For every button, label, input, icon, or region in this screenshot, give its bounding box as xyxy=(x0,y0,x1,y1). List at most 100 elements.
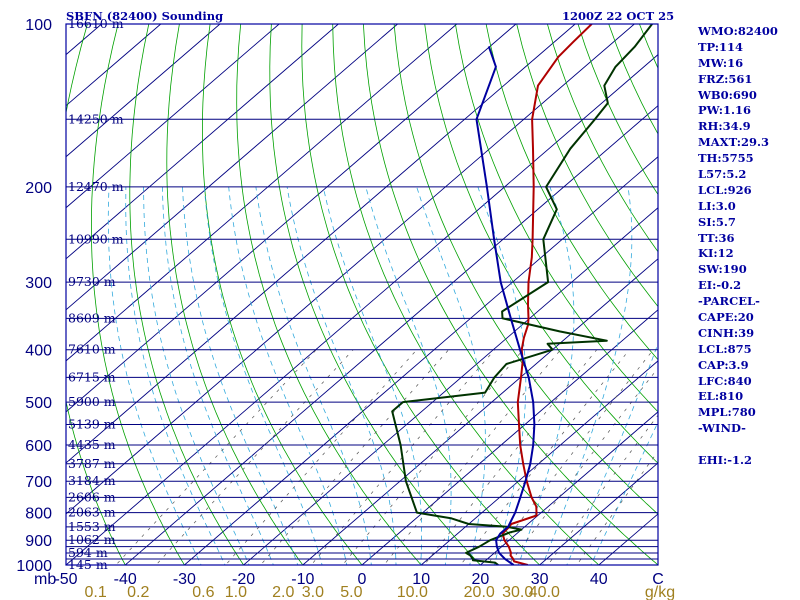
isotherm-line xyxy=(66,24,576,464)
stat-line: FRZ:561 xyxy=(698,71,753,86)
stat-line: TP:114 xyxy=(698,39,744,54)
dry-adiabat xyxy=(166,24,304,565)
temperature-tick-label: -40 xyxy=(114,571,137,588)
stability-indices-panel: WMO:82400 TP:114 MW:16 FRZ:561 WB0:690 PW:1.1… xyxy=(698,24,798,469)
height-label: 3787 m xyxy=(68,456,116,471)
dry-adiabat xyxy=(516,24,658,308)
sounding-time: 1200Z 22 OCT 25 xyxy=(562,9,675,23)
stat-line: WMO:82400 xyxy=(698,24,778,38)
temperature-tick-label: -10 xyxy=(291,571,314,588)
stat-line: TT:36 xyxy=(698,230,735,245)
moist-adiabat xyxy=(162,186,274,565)
dry-adiabat xyxy=(455,24,658,413)
moist-adiabat xyxy=(255,186,372,565)
stat-line: MAXT:29.3 xyxy=(698,135,769,150)
dry-adiabat xyxy=(91,24,185,565)
mixing-ratio-lines xyxy=(115,349,658,565)
stat-line: EL:810 xyxy=(698,389,744,404)
stat-line: WB0:690 xyxy=(698,87,757,102)
pressure-tick-label: 300 xyxy=(25,275,52,292)
stat-line: LCL:875 xyxy=(698,341,752,356)
dry-adiabat xyxy=(547,24,658,253)
height-label: 1553 m xyxy=(68,519,116,534)
stat-line: CAPE:20 xyxy=(698,310,754,325)
moist-adiabat xyxy=(286,186,397,565)
dry-adiabat xyxy=(332,24,600,565)
isotherm-line xyxy=(66,54,658,565)
moist-adiabat xyxy=(590,421,658,565)
isotherm-lines xyxy=(66,24,658,565)
mixing-ratio-tick-label: 0.1 xyxy=(84,584,106,600)
moist-adiabat xyxy=(228,186,348,565)
stat-line: LFC:840 xyxy=(698,373,752,388)
moist-adiabat xyxy=(125,186,226,565)
temperature-tick-label: 30 xyxy=(531,571,549,588)
temperature-tick-label: -30 xyxy=(173,571,196,588)
stat-line: KI:12 xyxy=(698,246,734,261)
dry-adiabat xyxy=(236,24,422,565)
stat-line: L57:5.2 xyxy=(698,167,747,182)
pressure-tick-label: 800 xyxy=(25,506,52,523)
pressure-tick-label: 100 xyxy=(25,17,52,34)
mixing-ratio-tick-label: 0.2 xyxy=(127,584,149,600)
temperature-tick-label: -20 xyxy=(232,571,255,588)
height-label: 6715 m xyxy=(68,369,116,384)
moist-adiabat xyxy=(517,186,575,565)
stat-line: -WIND- xyxy=(698,421,746,436)
temperature-tick-label: 10 xyxy=(412,571,430,588)
moist-adiabat xyxy=(143,186,250,565)
isotherm-line xyxy=(302,258,658,565)
mixing-ratio-tick-label: 3.0 xyxy=(302,584,324,600)
dry-adiabat xyxy=(202,24,363,565)
stat-line: PW:1.16 xyxy=(698,103,752,118)
mixing-ratio-line xyxy=(310,349,495,565)
dry-adiabat-lines xyxy=(66,24,658,565)
dry-adiabat xyxy=(129,24,245,565)
mixing-ratio-tick-label: 1.0 xyxy=(225,584,247,600)
sounding-profiles xyxy=(391,24,653,565)
height-label: 5900 m xyxy=(68,394,116,409)
temperature-tick-label: C xyxy=(652,571,664,588)
moist-adiabat-lines xyxy=(107,186,658,565)
moist-adiabat xyxy=(566,342,658,565)
dry-adiabat xyxy=(66,24,126,565)
height-label: 1062 m xyxy=(68,532,116,547)
moist-adiabat xyxy=(107,186,202,565)
pressure-tick-label: 400 xyxy=(25,343,52,360)
temperature-tick-label: 20 xyxy=(472,571,490,588)
temperature-tick-label: 0 xyxy=(358,571,367,588)
height-label: 594 m xyxy=(68,545,108,560)
mixing-ratio-line xyxy=(460,349,630,565)
height-label: 5139 m xyxy=(68,417,116,432)
isotherm-line xyxy=(124,105,658,565)
stat-line: SI:5.7 xyxy=(698,214,736,229)
pressure-unit-label: mb xyxy=(34,571,56,588)
dry-adiabat xyxy=(424,24,658,464)
mixing-ratio-unit-label: g/kg xyxy=(645,584,675,600)
temperature-tick-label: -50 xyxy=(54,571,77,588)
stat-line: MPL:780 xyxy=(698,405,756,420)
mixing-ratio-tick-label: 2.0 xyxy=(272,584,294,600)
mixing-ratio-line xyxy=(155,349,354,565)
height-label: 10990 m xyxy=(68,231,124,246)
isotherm-line xyxy=(539,462,658,565)
stat-line: EHI:-1.2 xyxy=(698,453,753,468)
dry-adiabat xyxy=(363,24,658,565)
stat-line: MW:16 xyxy=(698,55,744,70)
height-label: 9730 m xyxy=(68,274,116,289)
mixing-ratio-tick-label: 10.0 xyxy=(397,584,428,600)
stat-line: RH:34.9 xyxy=(698,119,751,134)
isotherm-line xyxy=(66,24,398,311)
moist-adiabat xyxy=(542,186,633,565)
parcel-path xyxy=(475,46,536,565)
height-label: 14250 m xyxy=(68,111,124,126)
height-label: 8609 m xyxy=(68,310,116,325)
temperature-profile xyxy=(501,24,593,565)
stat-line: LI:3.0 xyxy=(698,198,736,213)
stat-line: SW:190 xyxy=(698,262,747,277)
stat-line xyxy=(698,437,798,453)
moist-adiabat xyxy=(322,186,422,565)
isotherm-line xyxy=(66,24,517,413)
mixing-ratio-line xyxy=(507,367,658,565)
